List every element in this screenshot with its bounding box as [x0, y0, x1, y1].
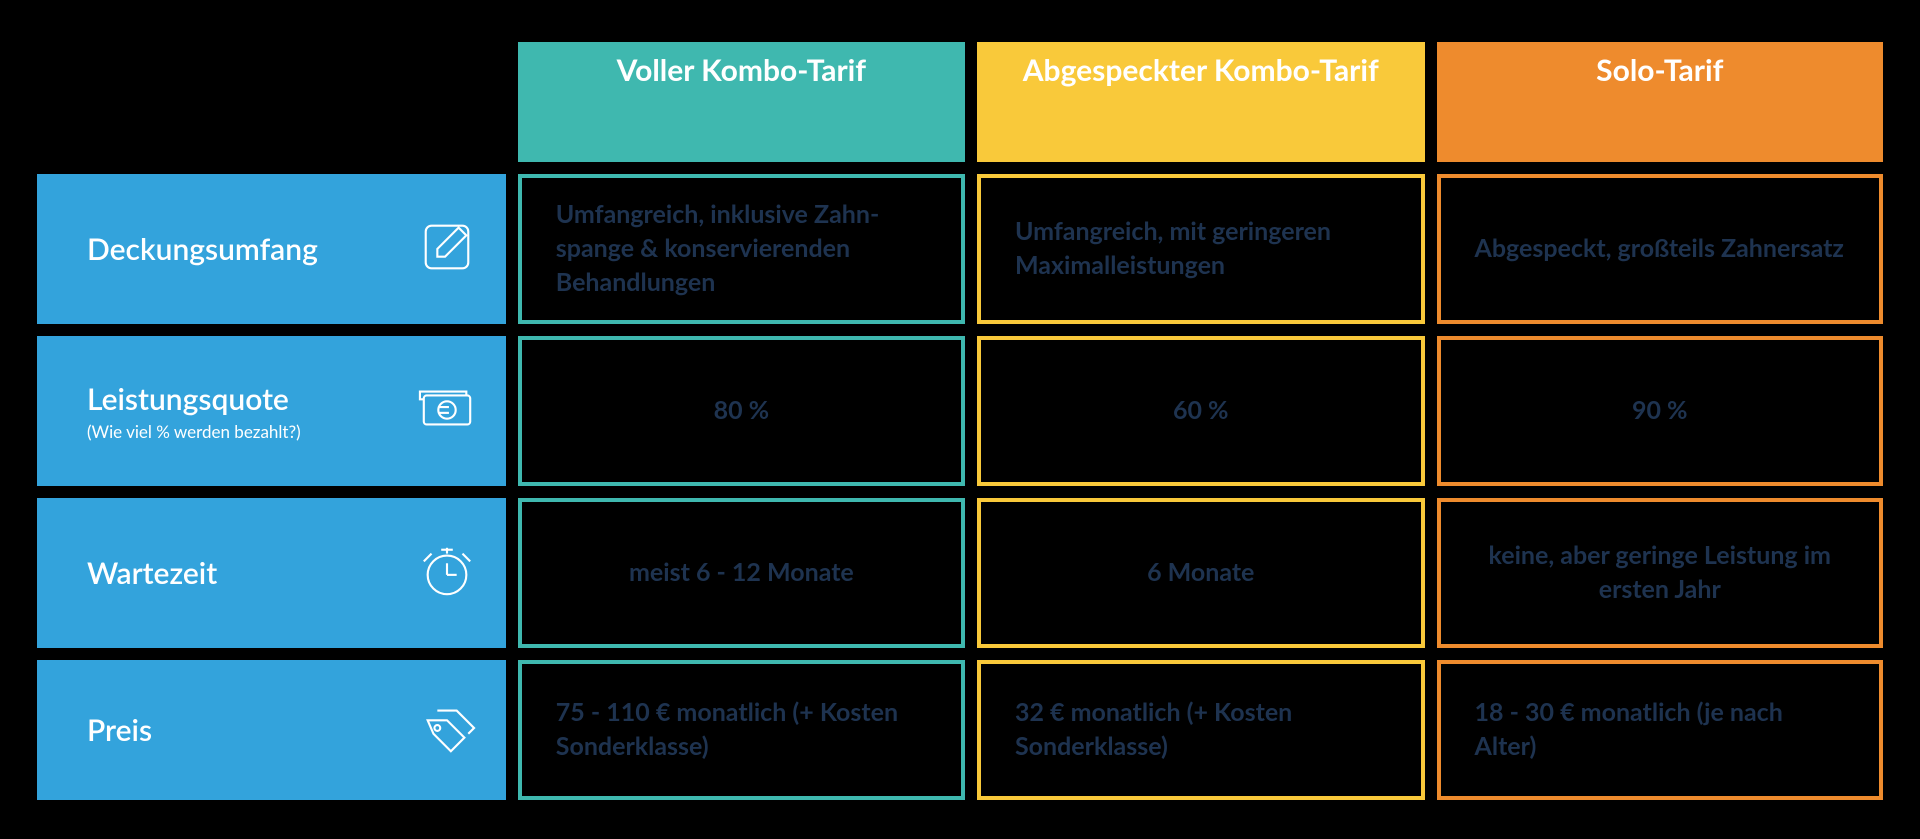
data-cell: keine, aber geringe Leistung im ersten J… — [1437, 498, 1883, 648]
row-label-cell: Preis — [37, 660, 506, 800]
data-cell: 18 - 30 € monatlich (je nach Alter) — [1437, 660, 1883, 800]
cell-content: 6 Monate — [977, 498, 1425, 648]
data-cell: 75 - 110 € monatlich (+ Kosten Sonderkla… — [518, 660, 965, 800]
row-label-cell: Leistungsquote (Wie viel % werden bezahlt… — [37, 336, 506, 486]
data-cell: 6 Monate — [977, 498, 1425, 648]
data-cell: 60 % — [977, 336, 1425, 486]
plan-name-2: Abgespeckter Kombo-Tarif — [977, 42, 1425, 162]
row-label-cell: Wartezeit — [37, 498, 506, 648]
comparison-table-wrapper: Voller Kombo-Tarif Abgespeckter Kombo-Ta… — [0, 0, 1920, 812]
cell-content: Abgespeckt, großteils Zahnersatz — [1437, 174, 1883, 324]
row-label: Deckungsumfang — [37, 174, 506, 324]
row-label-cell: Deckungsumfang — [37, 174, 506, 324]
row-label: Wartezeit — [37, 498, 506, 648]
cell-content: meist 6 - 12 Monate — [518, 498, 965, 648]
cell-content: 90 % — [1437, 336, 1883, 486]
data-cell: Umfangreich, mit geringeren Maximalleist… — [977, 174, 1425, 324]
data-cell: meist 6 - 12 Monate — [518, 498, 965, 648]
data-cell: 90 % — [1437, 336, 1883, 486]
euro-icon — [418, 380, 476, 442]
row-1: Leistungsquote (Wie viel % werden bezahlt… — [37, 336, 1883, 486]
data-cell: Umfangreich, inklusive Zahn­spange & kon… — [518, 174, 965, 324]
cell-content: 60 % — [977, 336, 1425, 486]
plan-name-1: Voller Kombo-Tarif — [518, 42, 965, 162]
cell-content: 32 € monatlich (+ Kosten Sonderklasse) — [977, 660, 1425, 800]
data-cell: 80 % — [518, 336, 965, 486]
cell-content: Umfangreich, inklusive Zahn­spange & kon… — [518, 174, 965, 324]
cell-content: 80 % — [518, 336, 965, 486]
header-spacer — [37, 42, 506, 162]
row-title: Preis — [87, 712, 152, 748]
row-label: Preis — [37, 660, 506, 800]
row-2: Wartezeit meist 6 - 12 Monate6 Monatekein… — [37, 498, 1883, 648]
comparison-table: Voller Kombo-Tarif Abgespeckter Kombo-Ta… — [25, 30, 1895, 812]
row-0: Deckungsumfang Umfangreich, inklusive Zah… — [37, 174, 1883, 324]
row-title: Wartezeit — [87, 555, 217, 591]
row-title: Leistungsquote — [87, 381, 301, 417]
plan-name-3: Solo-Tarif — [1437, 42, 1883, 162]
data-cell: 32 € monatlich (+ Kosten Sonderklasse) — [977, 660, 1425, 800]
plan-header-3: Solo-Tarif — [1437, 42, 1883, 162]
row-title: Deckungsumfang — [87, 231, 318, 267]
tag-icon — [418, 699, 476, 761]
clock-icon — [418, 542, 476, 604]
edit-icon — [418, 218, 476, 280]
plan-header-1: Voller Kombo-Tarif — [518, 42, 965, 162]
cell-content: keine, aber geringe Leistung im ersten J… — [1437, 498, 1883, 648]
cell-content: 18 - 30 € monatlich (je nach Alter) — [1437, 660, 1883, 800]
cell-content: 75 - 110 € monatlich (+ Kosten Sonderkla… — [518, 660, 965, 800]
plan-header-2: Abgespeckter Kombo-Tarif — [977, 42, 1425, 162]
row-subtitle: (Wie viel % werden bezahlt?) — [87, 421, 301, 442]
row-label: Leistungsquote (Wie viel % werden bezahlt… — [37, 336, 506, 486]
header-row: Voller Kombo-Tarif Abgespeckter Kombo-Ta… — [37, 42, 1883, 162]
row-3: Preis 75 - 110 € monatlich (+ Kosten Sond… — [37, 660, 1883, 800]
data-cell: Abgespeckt, großteils Zahnersatz — [1437, 174, 1883, 324]
cell-content: Umfangreich, mit geringeren Maximalleist… — [977, 174, 1425, 324]
